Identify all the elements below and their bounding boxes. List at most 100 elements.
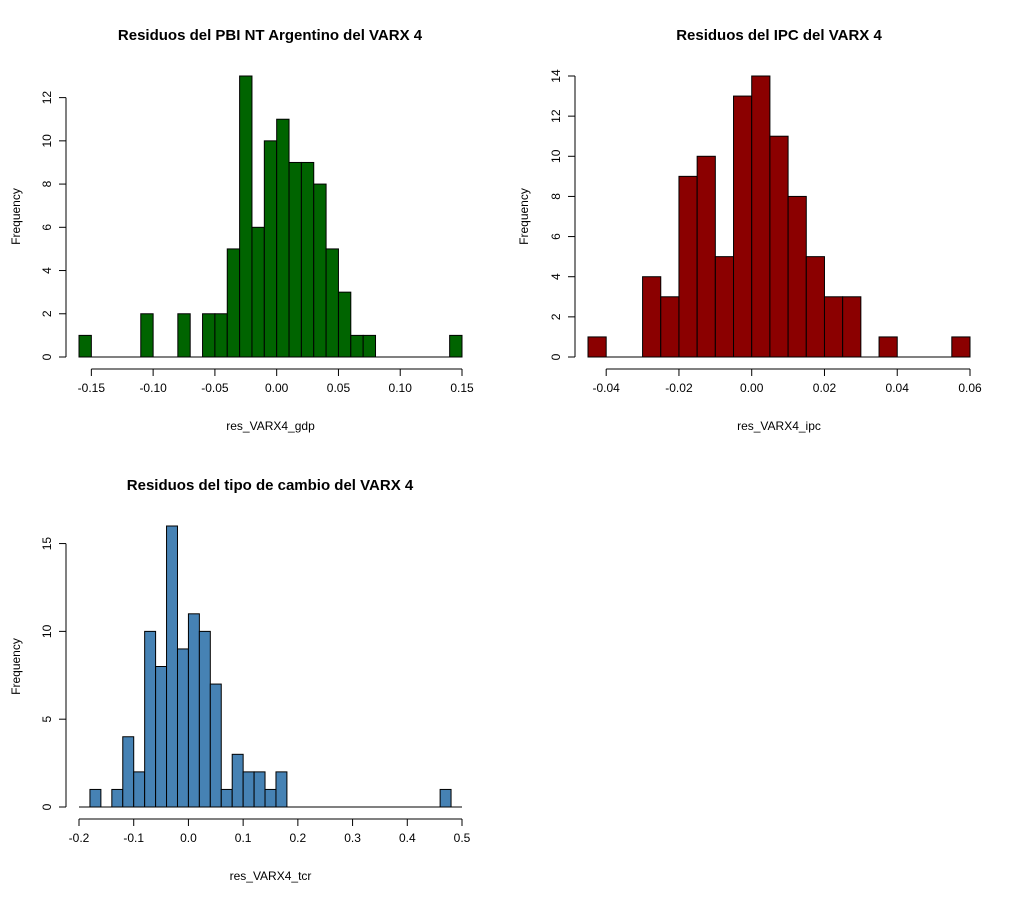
histogram-bar xyxy=(89,788,102,808)
x-tick-label: 0.00 xyxy=(740,381,764,395)
histogram-bar xyxy=(350,334,364,358)
histogram-bar xyxy=(220,788,233,808)
histogram-bar xyxy=(253,771,266,808)
x-axis-label: res_VARX4_gdp xyxy=(226,419,315,433)
x-tick-label: 0.0 xyxy=(180,831,197,845)
x-tick-label: 0.1 xyxy=(235,831,252,845)
histogram-bar xyxy=(166,525,178,808)
y-tick-label: 0 xyxy=(40,803,54,810)
histogram-bar xyxy=(276,118,290,358)
x-tick-label: 0.06 xyxy=(958,381,982,395)
x-tick-label: -0.15 xyxy=(78,381,106,395)
y-tick-label: 12 xyxy=(549,109,563,123)
histogram-bar xyxy=(177,313,191,358)
histogram-bar xyxy=(587,336,607,358)
y-tick-label: 2 xyxy=(40,310,54,317)
histogram-bar xyxy=(288,161,302,358)
histogram-bar xyxy=(144,630,157,808)
histogram-bar xyxy=(362,334,377,358)
x-tick-label: 0.15 xyxy=(450,381,474,395)
histogram-bar xyxy=(733,95,753,358)
histogram-bar xyxy=(696,155,716,358)
y-tick-label: 8 xyxy=(40,180,54,187)
x-tick-label: -0.2 xyxy=(69,831,90,845)
y-tick-label: 4 xyxy=(549,273,563,280)
histogram-bar xyxy=(209,683,222,808)
histogram-bar xyxy=(78,334,92,358)
x-tick-label: -0.05 xyxy=(201,381,229,395)
x-tick-label: 0.02 xyxy=(813,381,837,395)
histogram-bar xyxy=(122,736,135,808)
x-tick-label: 0.4 xyxy=(399,831,416,845)
x-tick-label: 0.3 xyxy=(344,831,361,845)
chart-title: Residuos del tipo de cambio del VARX 4 xyxy=(127,477,414,494)
y-tick-label: 10 xyxy=(40,134,54,148)
histogram-bar xyxy=(660,296,680,358)
x-axis-label: res_VARX4_tcr xyxy=(230,869,312,883)
histogram-bar xyxy=(251,226,265,358)
histogram-bar xyxy=(140,313,154,358)
histogram-bar xyxy=(242,771,255,808)
x-tick-label: -0.1 xyxy=(123,831,144,845)
y-axis-label: Frequency xyxy=(517,188,531,245)
chart-title: Residuos del IPC del VARX 4 xyxy=(676,27,882,44)
histogram-bar xyxy=(264,788,277,808)
x-axis-label: res_VARX4_ipc xyxy=(737,419,821,433)
y-tick-label: 15 xyxy=(40,537,54,551)
histogram-bar xyxy=(787,195,807,358)
histogram-bar xyxy=(313,183,327,358)
histogram-bar xyxy=(231,753,244,808)
histogram-panel-1: Residuos del PBI NT Argentino del VARX 4… xyxy=(9,27,474,433)
x-tick-label: 0.04 xyxy=(886,381,910,395)
x-tick-label: 0.10 xyxy=(389,381,413,395)
y-tick-label: 4 xyxy=(40,267,54,274)
histogram-bar xyxy=(805,256,825,358)
x-tick-label: 0.00 xyxy=(265,381,289,395)
histogram-bar xyxy=(678,175,698,358)
y-tick-label: 12 xyxy=(40,91,54,105)
y-tick-label: 6 xyxy=(40,224,54,231)
histogram-bar xyxy=(325,248,339,358)
x-tick-label: -0.04 xyxy=(593,381,621,395)
y-tick-label: 2 xyxy=(549,313,563,320)
histogram-bar xyxy=(769,135,789,358)
x-tick-label: -0.10 xyxy=(139,381,167,395)
histogram-bar xyxy=(439,788,452,808)
x-tick-label: 0.2 xyxy=(290,831,307,845)
histogram-bar xyxy=(176,648,189,808)
histogram-panel-2: Residuos del IPC del VARX 4 -0.04 -0.02 0.0… xyxy=(517,27,982,433)
histogram-bar xyxy=(263,140,278,358)
x-tick-label: -0.02 xyxy=(665,381,693,395)
histogram-bar xyxy=(202,313,216,358)
histogram-bar xyxy=(337,291,352,358)
y-tick-label: 10 xyxy=(549,149,563,163)
histogram-panel-3: Residuos del tipo de cambio del VARX 4 -0… xyxy=(9,477,471,883)
histogram-bar xyxy=(198,630,211,808)
y-tick-label: 8 xyxy=(549,193,563,200)
x-tick-label: 0.5 xyxy=(454,831,471,845)
histogram-bar xyxy=(449,334,463,358)
histogram-bar xyxy=(751,75,771,358)
y-tick-label: 0 xyxy=(40,353,54,360)
histogram-bar xyxy=(878,336,898,358)
chart-title: Residuos del PBI NT Argentino del VARX 4 xyxy=(118,27,423,44)
histogram-bar xyxy=(842,296,862,358)
histogram-bar xyxy=(133,771,146,808)
histogram-bar xyxy=(239,75,253,358)
histogram-bar xyxy=(951,336,971,358)
x-tick-label: 0.05 xyxy=(327,381,351,395)
y-tick-label: 5 xyxy=(40,716,54,723)
y-tick-label: 14 xyxy=(549,69,563,83)
y-tick-label: 0 xyxy=(549,353,563,360)
y-axis-label: Frequency xyxy=(9,188,23,245)
histogram-bar xyxy=(226,248,241,358)
histogram-bar xyxy=(714,256,735,358)
y-tick-label: 6 xyxy=(549,233,563,240)
histogram-bar xyxy=(111,788,124,808)
y-axis-label: Frequency xyxy=(9,638,23,695)
histogram-bar xyxy=(300,161,315,358)
histogram-bar xyxy=(214,313,228,358)
histogram-bar xyxy=(187,613,200,808)
histogram-bar xyxy=(155,666,168,808)
